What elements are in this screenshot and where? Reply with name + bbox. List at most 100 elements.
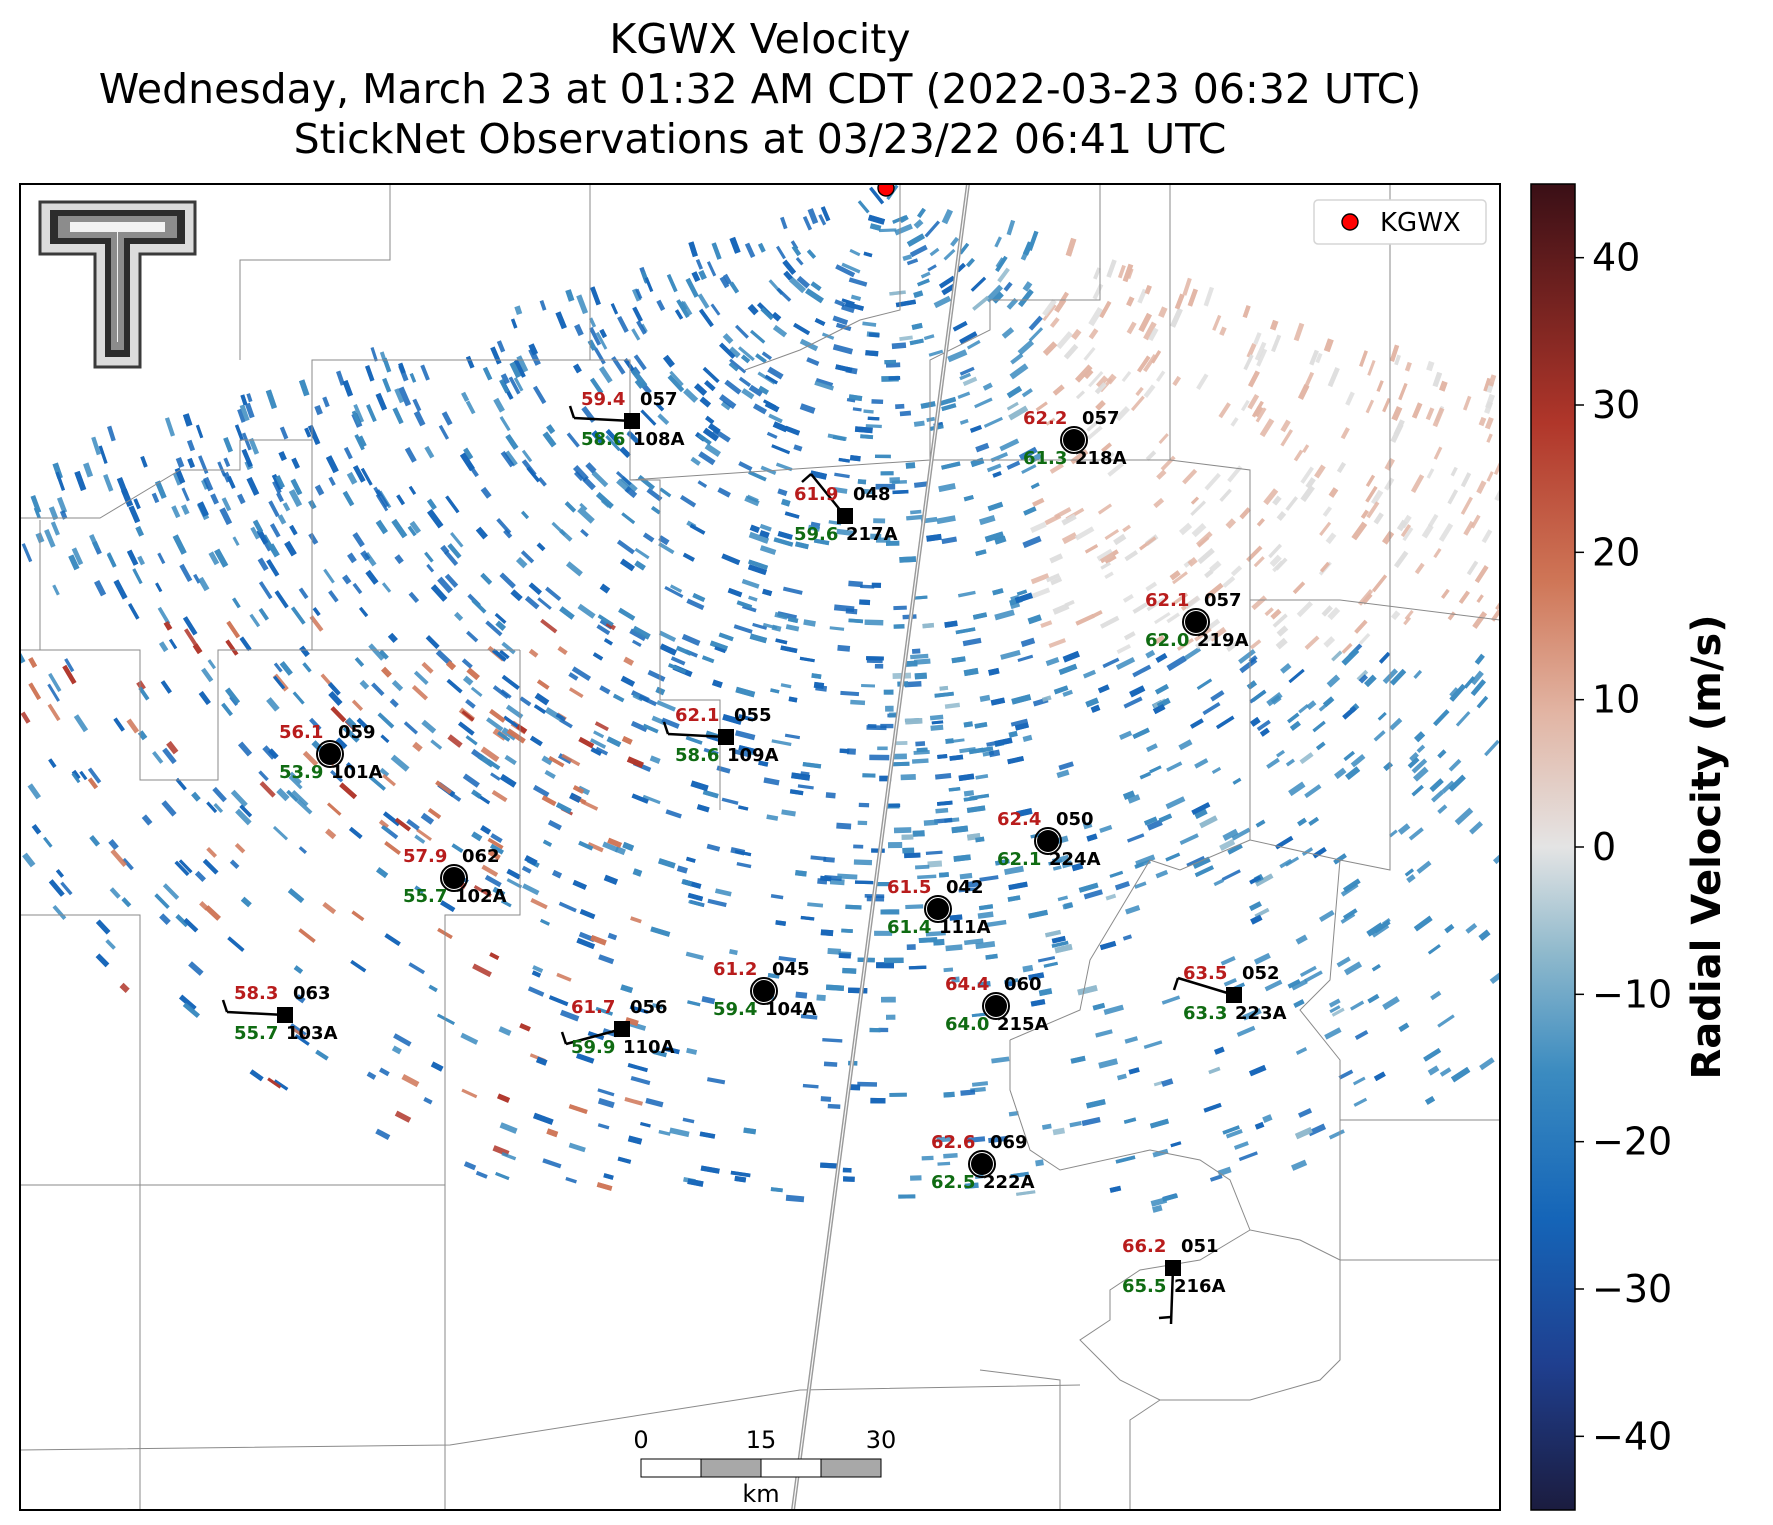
radar-gate [974,721,988,729]
wind-barb [226,1010,286,1017]
radar-gate [430,739,443,750]
radar-gate [1121,371,1132,383]
radar-gate [330,706,347,723]
radar-gate [994,609,1015,621]
radar-gate [1251,400,1264,418]
radar-gate [1288,668,1305,684]
radar-gate [272,480,282,494]
radar-gate [1431,790,1445,803]
radar-gate [1274,557,1288,571]
radar-gate [727,587,743,598]
radar-gate [766,814,779,821]
radar-gate [290,1026,306,1039]
radar-gate [687,892,704,902]
texas-tech-logo [38,200,197,369]
radar-gate [106,552,117,568]
radar-gate [652,1049,667,1058]
radar-gate [1030,521,1047,534]
radar-gate [718,632,734,642]
radar-gate [1117,264,1126,279]
radar-gate [885,705,894,712]
station-id: 108A [633,429,685,450]
radar-gate [1233,1141,1249,1150]
radar-gate [911,322,923,330]
radar-gate [1304,784,1322,799]
radar-gate [1285,496,1298,511]
radar-gate [342,379,354,397]
radar-gate [1253,556,1265,568]
radar-gate [1061,532,1078,545]
radar-gate [927,264,937,272]
radar-gate [771,624,782,632]
radar-gate [1113,533,1127,546]
radar-gate [426,563,435,573]
radar-gate [917,278,930,287]
map-title: KGWX Velocity [609,15,911,63]
radar-gate [1483,377,1491,392]
radar-gate [1248,370,1260,388]
radar-gate [1476,594,1484,603]
radar-gate [501,899,512,908]
radar-gate [381,666,392,678]
radar-gate [394,554,404,565]
radar-gate [516,724,528,734]
radar-gate [701,655,715,664]
radar-gate [827,947,841,955]
radar-gate [796,275,811,289]
radar-gate [719,342,736,359]
radar-gate [803,619,816,627]
radar-gate [1389,717,1403,731]
radar-gate [992,588,1004,596]
radar-gate [820,1096,832,1102]
radar-gate [1197,536,1210,548]
radar-gate [1367,359,1376,376]
radar-gate [964,1182,979,1189]
radar-gate [867,214,886,225]
radar-gate [752,622,768,630]
radar-gate [1219,488,1232,502]
radar-gate [1276,749,1285,758]
radar-gate [1466,560,1479,576]
radar-gate [1345,766,1361,781]
radar-gate [377,712,395,729]
radar-gate [514,305,523,315]
radar-gate [540,918,550,926]
radar-gate [1035,1159,1044,1167]
radar-gate [1251,595,1267,611]
radar-gate [568,1104,588,1115]
radar-gate [936,1136,954,1143]
radar-gate [536,679,550,690]
radar-gate [777,530,793,540]
radar-gate [589,317,597,328]
radar-gate [1048,859,1063,866]
radar-gate [599,583,611,594]
radar-gate [1403,616,1412,626]
radar-gate [734,730,756,741]
radar-gate [760,307,774,321]
radar-gate [651,715,666,726]
radar-gate [848,987,868,994]
radar-gate [354,657,365,667]
radar-gate [424,445,435,459]
radar-gate [533,704,547,714]
calm-wind-marker [1185,611,1207,633]
radar-gate [408,962,426,975]
radar-gate [509,361,522,379]
radar-gate [1086,833,1098,842]
